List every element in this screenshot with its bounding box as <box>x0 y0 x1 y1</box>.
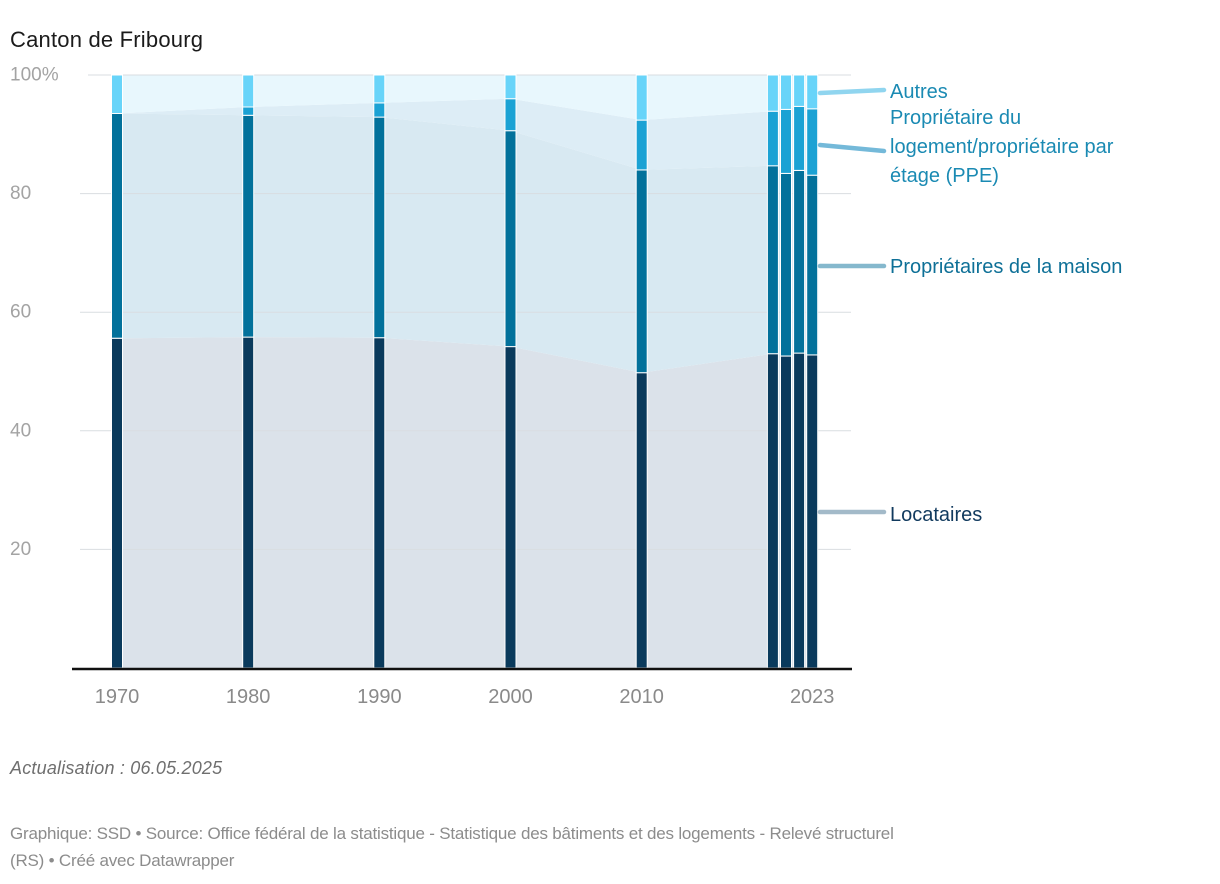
chart-canvas: 20 40 60 80 100% 1970 1980 1990 2000 2010 2023 <box>10 65 887 708</box>
update-date: Actualisation : 06.05.2025 <box>10 758 223 778</box>
bar-2000-maison[interactable] <box>504 130 517 348</box>
x-tick-2000: 2000 <box>488 686 533 708</box>
bar-1980-maison[interactable] <box>242 114 255 338</box>
series-label-locataires: Locataires <box>890 504 983 526</box>
bar-2023-maison[interactable] <box>806 174 819 356</box>
y-tick-80: 80 <box>10 183 31 204</box>
bar-2020-maison[interactable] <box>766 165 779 355</box>
bar-1970-autres[interactable] <box>111 74 123 114</box>
bar-2021-ppe[interactable] <box>780 108 792 174</box>
bar-1970-maison[interactable] <box>111 113 123 339</box>
y-tick-100: 100% <box>10 65 59 86</box>
bar-2022-autres[interactable] <box>793 74 806 107</box>
y-tick-40: 40 <box>10 420 31 441</box>
label-connector-autres <box>817 87 887 96</box>
bar-2022-ppe[interactable] <box>793 105 806 171</box>
bar-2020-autres[interactable] <box>766 74 779 112</box>
bar-1980-locataires[interactable] <box>242 336 255 669</box>
y-tick-20: 20 <box>10 539 31 560</box>
bar-1990-autres[interactable] <box>373 74 386 104</box>
bar-1980-autres[interactable] <box>242 74 255 108</box>
bar-2022-maison[interactable] <box>793 170 806 354</box>
area-locataires <box>111 337 819 668</box>
bar-2021-maison[interactable] <box>780 172 792 357</box>
bar-2021-locataires[interactable] <box>780 355 792 669</box>
bar-2021-autres[interactable] <box>780 74 792 110</box>
bar-1990-maison[interactable] <box>373 116 386 339</box>
bar-2010-ppe[interactable] <box>635 119 648 171</box>
stacked-area-chart: 20 40 60 80 100% 1970 1980 1990 2000 2010 2023 Aut… <box>10 65 1123 709</box>
bar-2022-locataires[interactable] <box>793 352 806 669</box>
page-title: Canton de Fribourg <box>10 26 204 52</box>
series-label-maison: Propriétaires de la maison <box>890 256 1123 278</box>
bar-2020-locataires[interactable] <box>766 353 779 669</box>
bar-1990-locataires[interactable] <box>373 337 386 669</box>
bar-1980-ppe[interactable] <box>242 106 255 116</box>
series-label-autres: Autres <box>890 81 948 103</box>
bar-2000-ppe[interactable] <box>504 98 517 132</box>
x-tick-1990: 1990 <box>357 686 402 708</box>
bar-2023-autres[interactable] <box>806 74 819 110</box>
bar-2010-maison[interactable] <box>635 169 648 374</box>
bar-1970-locataires[interactable] <box>111 337 123 669</box>
y-tick-60: 60 <box>10 302 31 323</box>
bar-2020-ppe[interactable] <box>766 110 779 167</box>
label-connector-ppe <box>817 142 887 154</box>
x-tick-1980: 1980 <box>226 686 271 708</box>
bar-2023-ppe[interactable] <box>806 108 819 176</box>
x-tick-2023: 2023 <box>790 686 835 708</box>
series-label-ppe: Propriétaire du logement/propriétaire pa… <box>890 107 1114 187</box>
bar-2010-locataires[interactable] <box>635 372 648 669</box>
bar-1990-ppe[interactable] <box>373 102 386 118</box>
x-tick-2010: 2010 <box>619 686 664 708</box>
source-caption: Graphique: SSD • Source: Office fédéral … <box>10 820 1210 874</box>
source-caption-line2: (RS) • Créé avec Datawrapper <box>10 851 235 870</box>
bar-2000-autres[interactable] <box>504 74 517 100</box>
source-caption-line1: Graphique: SSD • Source: Office fédéral … <box>10 824 894 843</box>
x-tick-1970: 1970 <box>95 686 140 708</box>
bar-2023-locataires[interactable] <box>806 354 819 669</box>
bar-2000-locataires[interactable] <box>504 346 517 669</box>
bar-2010-autres[interactable] <box>635 74 648 121</box>
